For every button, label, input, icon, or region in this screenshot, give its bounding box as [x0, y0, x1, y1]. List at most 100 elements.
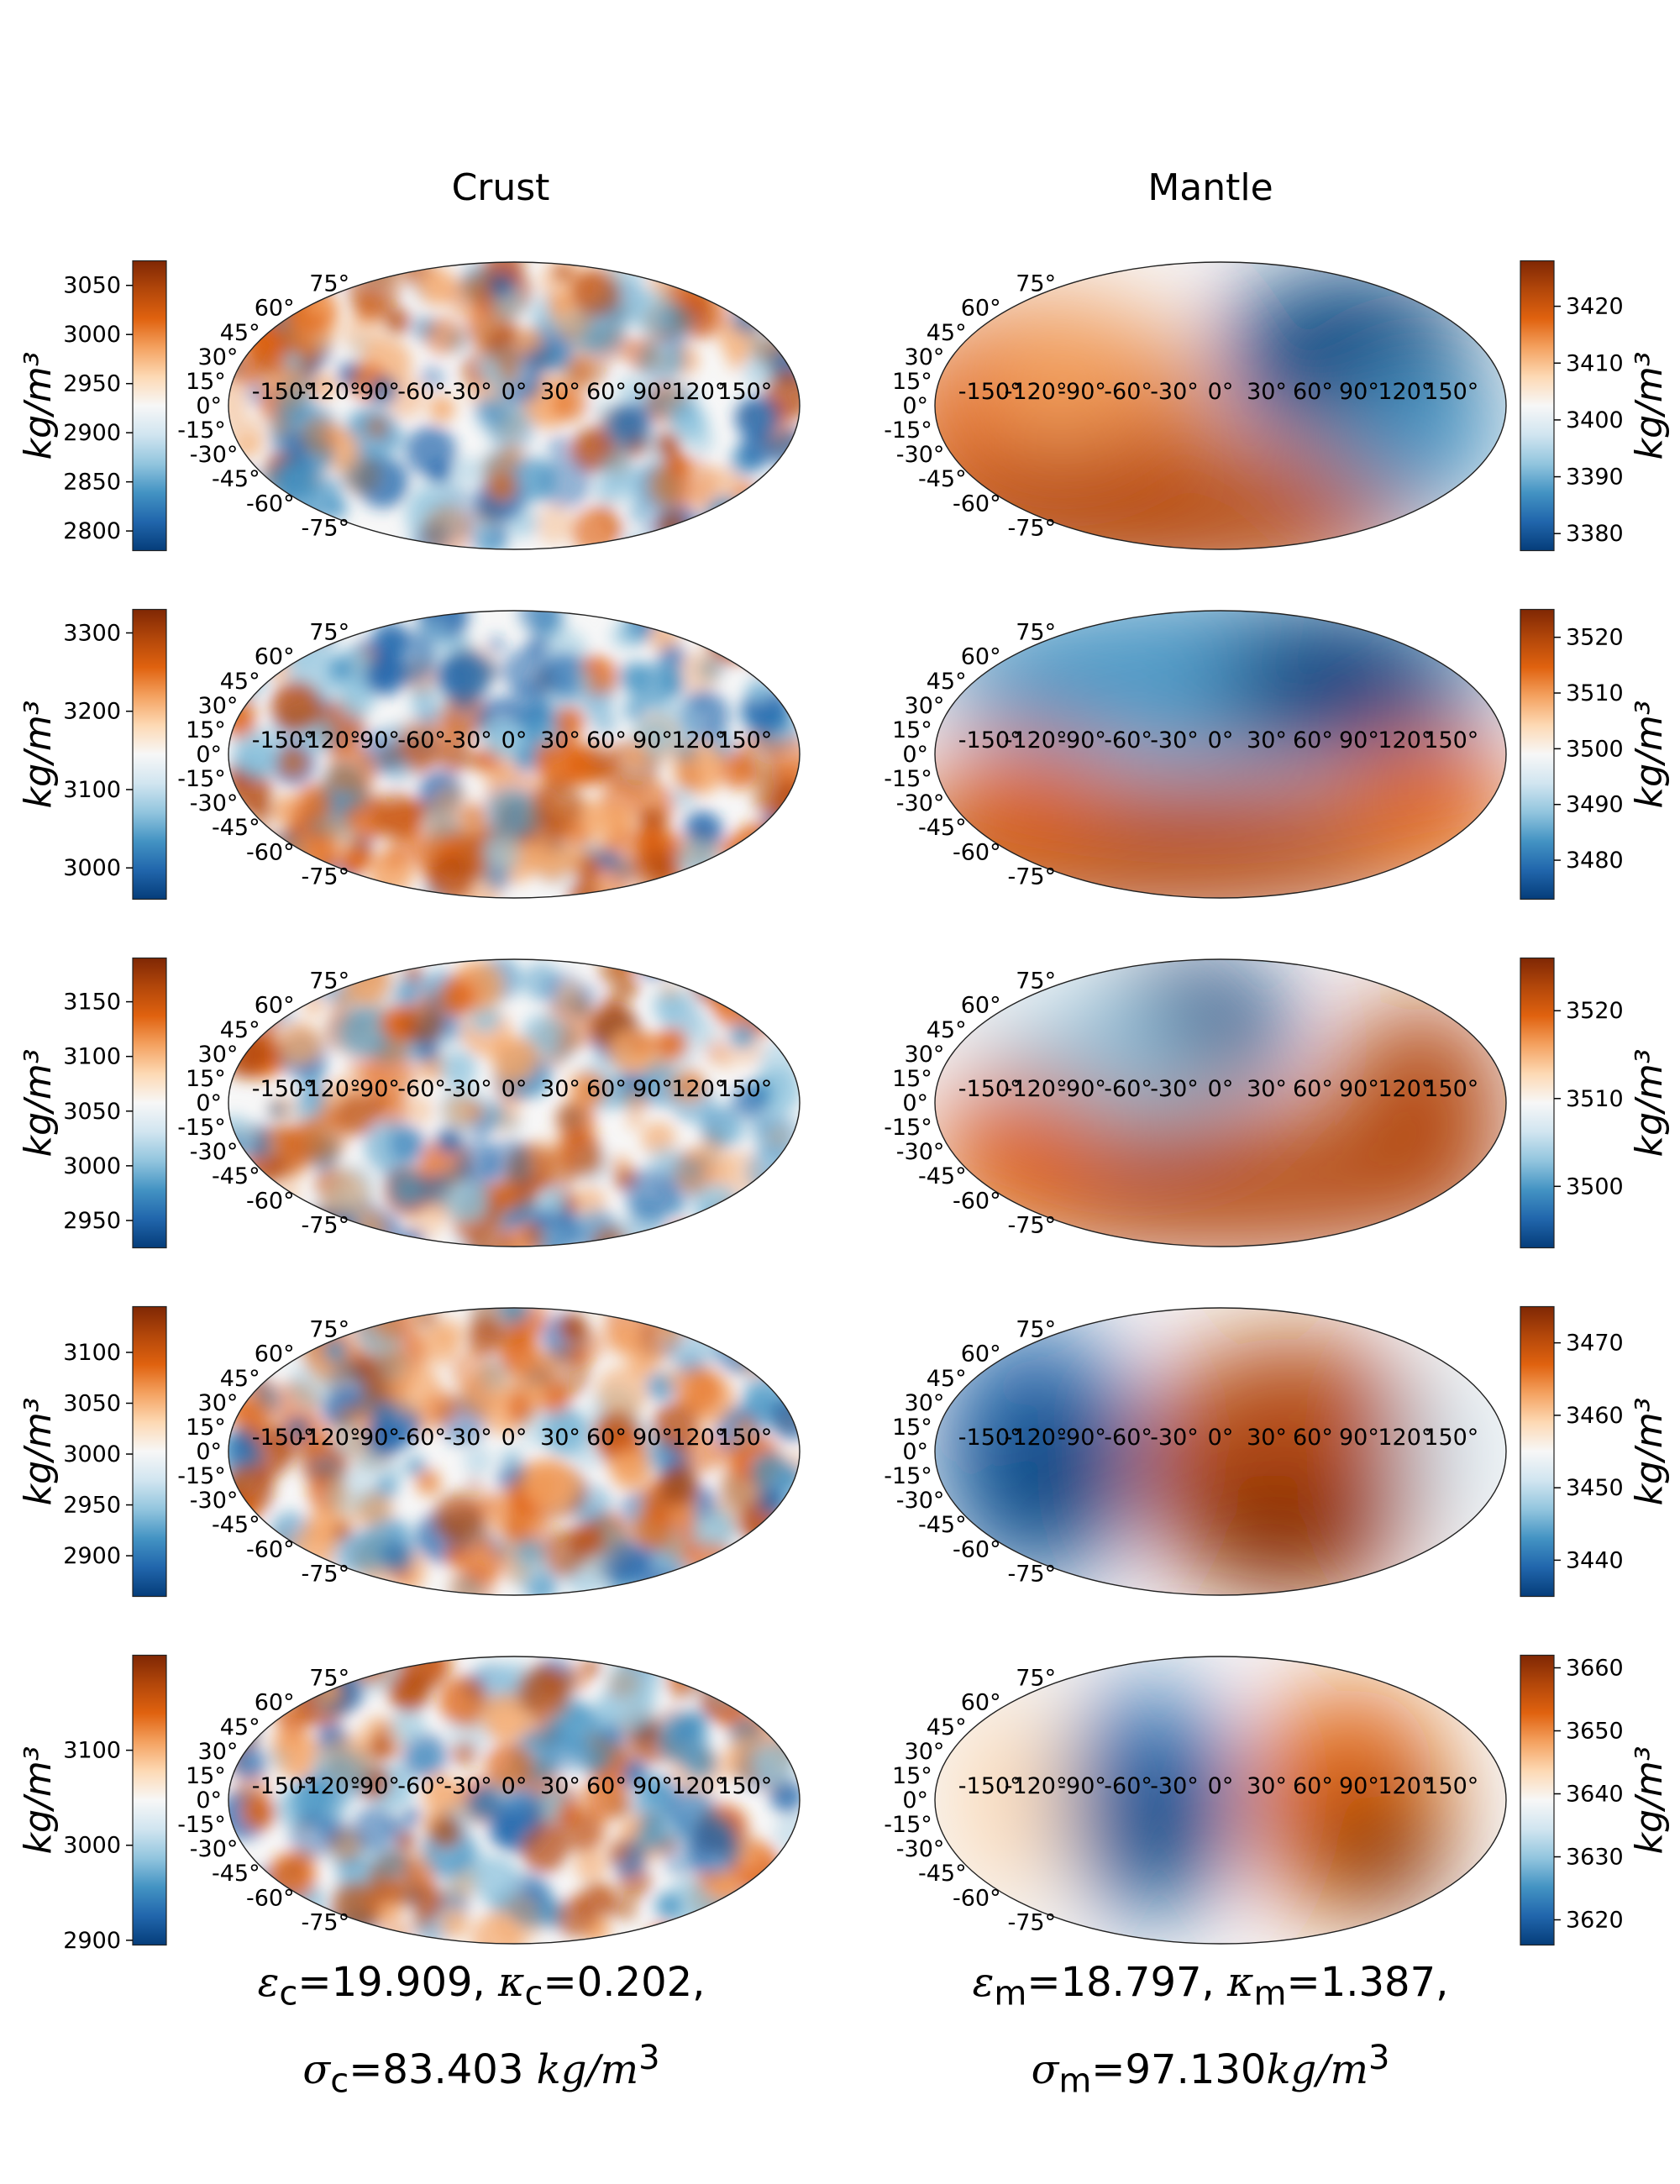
colorbar-ticks: 2800 2850 2900 2950 3000 3050: [63, 273, 133, 544]
lon-label: 150°: [1424, 1076, 1478, 1102]
lon-label: 150°: [1424, 1773, 1478, 1799]
lat-label: -60°: [953, 839, 1001, 865]
colorbar: 3440 3450 3460 3470 kg/m³: [1520, 1305, 1671, 1598]
latitude-labels: 75° 60°45°30°15°0°-15°-30°-45°-60°-75°: [884, 1666, 1056, 1936]
tick-label: 2950: [63, 1493, 121, 1519]
lon-label: -60°: [397, 1076, 446, 1102]
colorbar-gradient: [1520, 1654, 1555, 1946]
lat-label: 45°: [220, 669, 260, 695]
map-outline: [228, 1656, 801, 1945]
lat-label: -15°: [884, 766, 932, 792]
tick-label: 3390: [1566, 465, 1624, 491]
colorbar-ticks: 2950 3000 3050 3100 3150: [63, 990, 133, 1234]
map-outline: [228, 261, 801, 550]
tick-label: 3100: [63, 1044, 121, 1070]
lat-label: -60°: [953, 1536, 1001, 1562]
mantle-caption-line1: εm=18.797, κm=1.387,: [972, 1959, 1449, 2013]
longitude-labels: -150°-120°-90°-60°-30° 0° 30° 60° 90°120°150…: [958, 1076, 1479, 1102]
lat-label: 15°: [892, 1066, 932, 1092]
lat-label: 30°: [198, 1739, 239, 1765]
lon-label: -120°: [1005, 1076, 1068, 1102]
latitude-labels: 75° 60°45°30°15°0°-15°-30°-45°-60°-75°: [177, 271, 349, 542]
lon-label: -90°: [1058, 379, 1106, 405]
colorbar-gradient: [1520, 1305, 1555, 1598]
tick-label: 3520: [1566, 998, 1624, 1024]
lon-label: 90°: [633, 1773, 673, 1799]
map-panel-mantle-3: -150°-120°-90°-60°-30° 0° 30° 60° 90°120°150…: [884, 957, 1671, 1249]
lat-label: -60°: [246, 1188, 295, 1214]
lon-label: 60°: [1293, 1425, 1333, 1451]
lat-label: 45°: [927, 1017, 967, 1043]
lat-label: -75°: [1007, 1561, 1056, 1587]
lon-label: -90°: [351, 1425, 400, 1451]
lat-label: -60°: [953, 491, 1001, 517]
lat-label: 0°: [196, 1439, 222, 1465]
crust-caption-line1: εc=19.909, κc=0.202,: [257, 1959, 706, 2013]
lat-label: -45°: [212, 1512, 260, 1538]
mantle-caption: εm=18.797, κm=1.387, σm=97.130kg/m3: [832, 1950, 1588, 2113]
lat-label: 15°: [892, 717, 932, 743]
lon-label: -90°: [351, 379, 400, 405]
lon-label: 150°: [717, 727, 772, 753]
colorbar-unit-label: kg/m³: [1628, 1049, 1671, 1158]
lon-label: -90°: [1058, 1076, 1106, 1102]
lon-label: 150°: [717, 1773, 772, 1799]
lat-label: -15°: [177, 766, 226, 792]
longitude-labels: -150°-120°-90°-60°-30° 0° 30° 60° 90°120°150…: [958, 727, 1479, 753]
lon-label: 60°: [1293, 1076, 1333, 1102]
density-field: [935, 1656, 1506, 1944]
map-outline: [228, 1307, 801, 1596]
colorbar: 3620 3630 3640 3650 3660 kg/m³: [1520, 1654, 1671, 1946]
longitude-labels: -150°-120°-90°-60°-30° 0° 30° 60° 90°120°150…: [252, 1773, 773, 1799]
map-panel-crust-4: -150°-120°-90°-60°-30° 0° 30° 60° 90°120°150…: [17, 1305, 801, 1598]
lon-label: 30°: [1247, 1425, 1287, 1451]
lat-label: 60°: [255, 1690, 295, 1716]
lat-label: 0°: [902, 393, 928, 419]
tick-label: 3620: [1566, 1908, 1624, 1934]
lon-label: 120°: [1378, 727, 1432, 753]
longitude-labels: -150°-120°-90°-60°-30° 0° 30° 60° 90°120°150…: [252, 1076, 773, 1102]
lon-label: -120°: [298, 1076, 361, 1102]
lon-label: -60°: [1104, 1076, 1152, 1102]
lon-label: 150°: [717, 1425, 772, 1451]
lon-label: 0°: [1208, 727, 1234, 753]
lat-label: 0°: [196, 393, 222, 419]
lat-label: 45°: [927, 669, 967, 695]
lat-label: -30°: [896, 442, 945, 468]
tick-label: 3510: [1566, 1086, 1624, 1112]
lon-label: -150°: [958, 1773, 1021, 1799]
lon-label: 120°: [1378, 1773, 1432, 1799]
lon-label: 150°: [717, 379, 772, 405]
lat-label: -60°: [246, 491, 295, 517]
lat-label: -45°: [212, 1163, 260, 1189]
lon-label: -90°: [1058, 1425, 1106, 1451]
tick-label: 3480: [1566, 848, 1624, 874]
lon-label: -30°: [444, 727, 492, 753]
lon-label: -90°: [1058, 727, 1106, 753]
tick-label: 2900: [63, 1543, 121, 1569]
lon-label: 60°: [586, 727, 627, 753]
tick-label: 3640: [1566, 1782, 1624, 1808]
lon-label: -60°: [397, 727, 446, 753]
lat-label: -75°: [301, 1561, 349, 1587]
tick-label: 3470: [1566, 1331, 1624, 1357]
lat-label: -45°: [212, 1861, 260, 1887]
lon-label: 0°: [1208, 1076, 1234, 1102]
longitude-labels: -150°-120°-90°-60°-30° 0° 30° 60° 90°120°150…: [252, 379, 773, 405]
lon-label: 0°: [501, 727, 528, 753]
lon-label: -90°: [351, 1076, 400, 1102]
lon-label: 90°: [633, 1076, 673, 1102]
map-outline: [934, 958, 1507, 1247]
tick-label: 3000: [63, 1833, 121, 1859]
colorbar-ticks: 3380 3390 3400 3410 3420: [1554, 294, 1624, 547]
lat-label: -60°: [246, 1885, 295, 1911]
lat-label: -45°: [918, 1512, 967, 1538]
lat-label: 75°: [1016, 271, 1056, 297]
tick-label: 3200: [63, 699, 121, 725]
latitude-labels: 75° 60°45°30°15°0°-15°-30°-45°-60°-75°: [884, 1317, 1056, 1588]
tick-label: 3050: [63, 273, 121, 299]
latitude-labels: 75° 60°45°30°15°0°-15°-30°-45°-60°-75°: [884, 271, 1056, 542]
colorbar-unit-label: kg/m³: [1628, 701, 1671, 809]
lon-label: -120°: [298, 1425, 361, 1451]
